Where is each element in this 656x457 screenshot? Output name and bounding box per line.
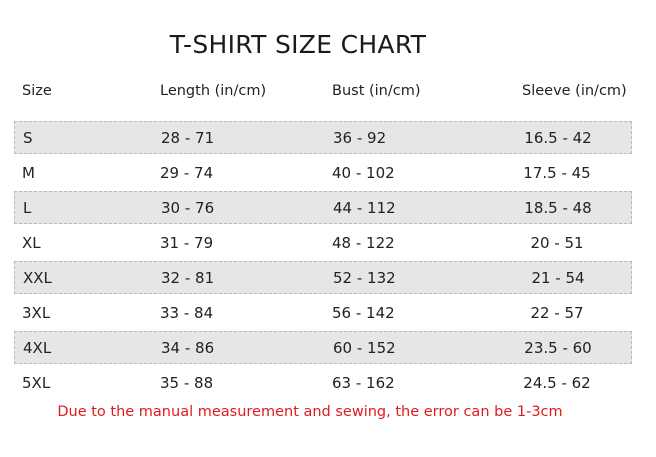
cell-sleeve: 17.5 - 45 (523, 163, 591, 182)
cell-length: 35 - 88 (160, 373, 214, 392)
cell-length: 29 - 74 (160, 163, 214, 182)
table-row: XL 31 - 79 48 - 122 20 - 51 (14, 226, 632, 259)
measurement-note: Due to the manual measurement and sewing… (57, 404, 563, 420)
cell-length: 28 - 71 (161, 128, 215, 147)
cell-bust: 60 - 152 (333, 338, 396, 357)
cell-bust: 52 - 132 (333, 268, 396, 287)
cell-size: S (23, 128, 33, 147)
cell-size: 4XL (23, 338, 52, 357)
table-row: XXL 32 - 81 52 - 132 21 - 54 (14, 261, 632, 294)
header-length: Length (in/cm) (160, 83, 267, 99)
cell-sleeve: 23.5 - 60 (524, 338, 592, 357)
table-row: 5XL 35 - 88 63 - 162 24.5 - 62 (14, 366, 632, 399)
cell-bust: 56 - 142 (332, 303, 395, 322)
table-row: 4XL 34 - 86 60 - 152 23.5 - 60 (14, 331, 632, 364)
cell-size: 3XL (22, 303, 51, 322)
cell-length: 33 - 84 (160, 303, 214, 322)
cell-size: XL (22, 233, 41, 252)
header-sleeve: Sleeve (in/cm) (522, 83, 627, 99)
table-row: L 30 - 76 44 - 112 18.5 - 48 (14, 191, 632, 224)
chart-title: T-SHIRT SIZE CHART (169, 30, 427, 59)
cell-bust: 44 - 112 (333, 198, 396, 217)
cell-size: M (22, 163, 35, 182)
table-row: 3XL 33 - 84 56 - 142 22 - 57 (14, 296, 632, 329)
cell-length: 34 - 86 (161, 338, 215, 357)
cell-length: 30 - 76 (161, 198, 215, 217)
header-size: Size (22, 83, 52, 99)
cell-bust: 63 - 162 (332, 373, 395, 392)
cell-sleeve: 22 - 57 (530, 303, 584, 322)
cell-size: L (23, 198, 32, 217)
cell-size: 5XL (22, 373, 51, 392)
cell-sleeve: 16.5 - 42 (524, 128, 592, 147)
cell-bust: 40 - 102 (332, 163, 395, 182)
cell-size: XXL (23, 268, 52, 287)
cell-bust: 36 - 92 (333, 128, 387, 147)
cell-sleeve: 18.5 - 48 (524, 198, 592, 217)
table-row: S 28 - 71 36 - 92 16.5 - 42 (14, 121, 632, 154)
cell-bust: 48 - 122 (332, 233, 395, 252)
cell-length: 31 - 79 (160, 233, 214, 252)
header-bust: Bust (in/cm) (332, 83, 421, 99)
table-row: M 29 - 74 40 - 102 17.5 - 45 (14, 156, 632, 189)
cell-sleeve: 24.5 - 62 (523, 373, 591, 392)
cell-sleeve: 21 - 54 (531, 268, 585, 287)
cell-sleeve: 20 - 51 (530, 233, 584, 252)
cell-length: 32 - 81 (161, 268, 215, 287)
